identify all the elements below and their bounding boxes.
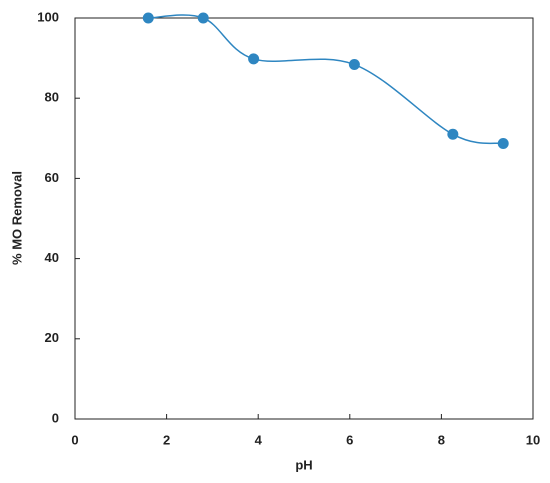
y-axis-label: % MO Removal bbox=[9, 171, 24, 265]
x-tick-label: 4 bbox=[255, 432, 263, 447]
y-tick-label: 60 bbox=[45, 170, 59, 185]
x-tick-label: 6 bbox=[346, 432, 353, 447]
y-tick-label: 0 bbox=[52, 410, 59, 425]
x-tick-label: 8 bbox=[438, 432, 445, 447]
x-axis-label: pH bbox=[295, 457, 312, 472]
data-point bbox=[348, 59, 360, 71]
y-tick-label: 40 bbox=[45, 250, 59, 265]
y-tick-label: 100 bbox=[37, 9, 59, 24]
data-point bbox=[197, 12, 209, 24]
x-tick-label: 2 bbox=[163, 432, 170, 447]
data-point bbox=[447, 128, 459, 140]
x-tick-label: 10 bbox=[526, 432, 540, 447]
data-point bbox=[142, 12, 154, 24]
data-point bbox=[497, 138, 509, 150]
y-tick-label: 20 bbox=[45, 330, 59, 345]
data-point bbox=[248, 53, 260, 65]
trend-line bbox=[148, 14, 504, 145]
plot-frame bbox=[74, 17, 534, 420]
x-tick-label: 0 bbox=[71, 432, 78, 447]
y-tick-label: 80 bbox=[45, 90, 59, 105]
